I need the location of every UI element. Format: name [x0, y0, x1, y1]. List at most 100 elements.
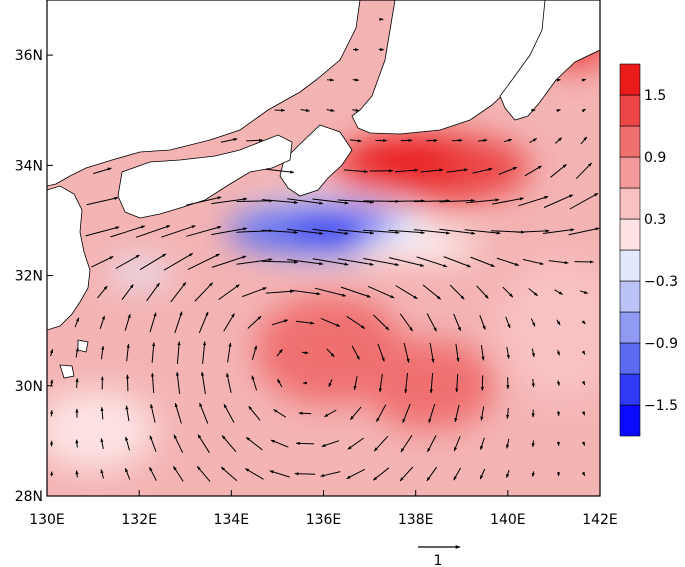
- current-vector-arrow: [324, 409, 337, 418]
- current-vector-arrow: [185, 196, 222, 206]
- current-vector-arrow: [163, 252, 194, 271]
- current-vector-arrow: [472, 167, 493, 174]
- current-vector-arrow: [220, 137, 238, 143]
- current-vector-arrow: [479, 468, 486, 480]
- colorbar-bin: [619, 125, 641, 158]
- current-vector-arrow: [363, 258, 400, 267]
- current-vector-arrow: [226, 372, 232, 393]
- current-vector-arrow: [199, 402, 209, 424]
- current-vector-arrow: [400, 435, 413, 453]
- current-vector-arrow: [110, 225, 146, 238]
- current-vector-arrow: [99, 315, 105, 329]
- current-vector-arrow: [556, 109, 561, 113]
- current-vector-arrow: [223, 403, 235, 423]
- colorbar-tick-label: 0.9: [644, 150, 666, 166]
- current-vector-arrow: [244, 468, 264, 480]
- colorbar-tick-label: −0.3: [644, 274, 678, 290]
- current-vector-arrow: [480, 406, 485, 421]
- current-vector-arrow: [139, 253, 167, 271]
- current-vector-arrow: [287, 259, 324, 266]
- current-vector-arrow: [326, 108, 335, 112]
- current-vector-arrow: [352, 78, 360, 82]
- current-vector-arrow: [289, 289, 321, 296]
- reference-vector-label: 1: [434, 553, 443, 567]
- current-vector-arrow: [556, 410, 560, 417]
- current-vector-arrow: [531, 440, 535, 448]
- current-vector-arrow: [506, 346, 510, 359]
- current-vector-arrow: [125, 405, 130, 422]
- current-vector-arrow: [429, 373, 434, 394]
- current-vector-arrow: [522, 258, 544, 265]
- current-vector-arrow: [453, 467, 462, 481]
- current-vector-arrow: [326, 348, 335, 358]
- y-tick-label: 28N: [15, 489, 43, 505]
- current-vector-arrow: [273, 409, 287, 418]
- current-vector-arrow: [455, 343, 460, 363]
- current-vector-arrow: [399, 466, 414, 482]
- current-vector-arrow: [100, 469, 104, 479]
- current-vector-arrow: [503, 138, 513, 143]
- x-tick-label: 136E: [306, 512, 342, 528]
- current-vector-arrow: [581, 350, 586, 355]
- current-vector-arrow: [554, 137, 563, 144]
- current-vector-arrow: [50, 348, 54, 357]
- current-vector-arrow: [524, 165, 542, 177]
- current-vector-arrow: [265, 289, 294, 294]
- current-vector-arrow: [151, 342, 156, 363]
- current-vector-arrow: [388, 199, 425, 203]
- current-vector-arrow: [150, 372, 155, 393]
- colorbar-bin: [619, 63, 641, 96]
- current-vector-arrow: [75, 470, 79, 478]
- current-vector-arrow: [429, 342, 435, 363]
- current-vector-arrow: [395, 285, 418, 300]
- current-vector-arrow: [372, 314, 390, 331]
- current-vector-arrow: [575, 162, 592, 180]
- current-vector-arrow: [413, 199, 451, 203]
- current-vector-arrow: [314, 287, 347, 297]
- current-vector-arrow: [346, 315, 366, 329]
- current-vector-arrow: [194, 282, 213, 302]
- colorbar-bin: [619, 342, 641, 375]
- current-vector-arrow: [312, 258, 349, 266]
- current-vector-arrow: [581, 441, 586, 446]
- current-vector-arrow: [221, 435, 237, 453]
- current-vector-arrow: [350, 139, 362, 143]
- current-vector-arrow: [115, 254, 140, 269]
- current-vector-arrow: [295, 441, 315, 446]
- current-vector-arrow: [223, 313, 235, 332]
- current-vector-arrow: [455, 373, 459, 393]
- current-vector-arrow: [427, 435, 437, 453]
- current-vector-arrow: [443, 256, 471, 268]
- current-vector-arrow: [569, 192, 599, 210]
- current-vector-arrow: [446, 168, 468, 173]
- reference-vector: 1: [418, 545, 461, 567]
- x-tick-label: 140E: [490, 512, 526, 528]
- current-vector-arrow: [492, 197, 524, 205]
- current-vector-arrow: [211, 227, 248, 236]
- current-vectors: [49, 17, 600, 482]
- current-vector-arrow: [477, 138, 488, 143]
- current-vector-arrow: [428, 403, 436, 424]
- current-vector-arrow: [176, 341, 181, 364]
- current-vector-arrow: [173, 466, 184, 482]
- current-vector-arrow: [579, 290, 589, 294]
- current-vector-arrow: [100, 406, 104, 420]
- current-vector-arrow: [277, 378, 283, 388]
- current-vector-arrow: [74, 317, 80, 328]
- current-vector-arrow: [126, 343, 130, 362]
- current-vector-arrow: [363, 229, 400, 235]
- current-vector-arrow: [287, 228, 324, 235]
- current-vector-arrow: [554, 289, 563, 295]
- current-vector-arrow: [531, 471, 535, 477]
- current-vector-arrow: [529, 138, 538, 144]
- colorbar-bin: [619, 94, 641, 127]
- current-vector-arrow: [248, 405, 261, 421]
- current-vector-arrow: [531, 348, 535, 358]
- current-vector-arrow: [242, 287, 267, 298]
- current-vector-arrow: [298, 411, 312, 415]
- current-vector-arrow: [388, 229, 425, 235]
- current-vector-arrow: [337, 199, 375, 204]
- current-vector-arrow: [498, 166, 518, 175]
- current-vector-arrow: [581, 78, 587, 82]
